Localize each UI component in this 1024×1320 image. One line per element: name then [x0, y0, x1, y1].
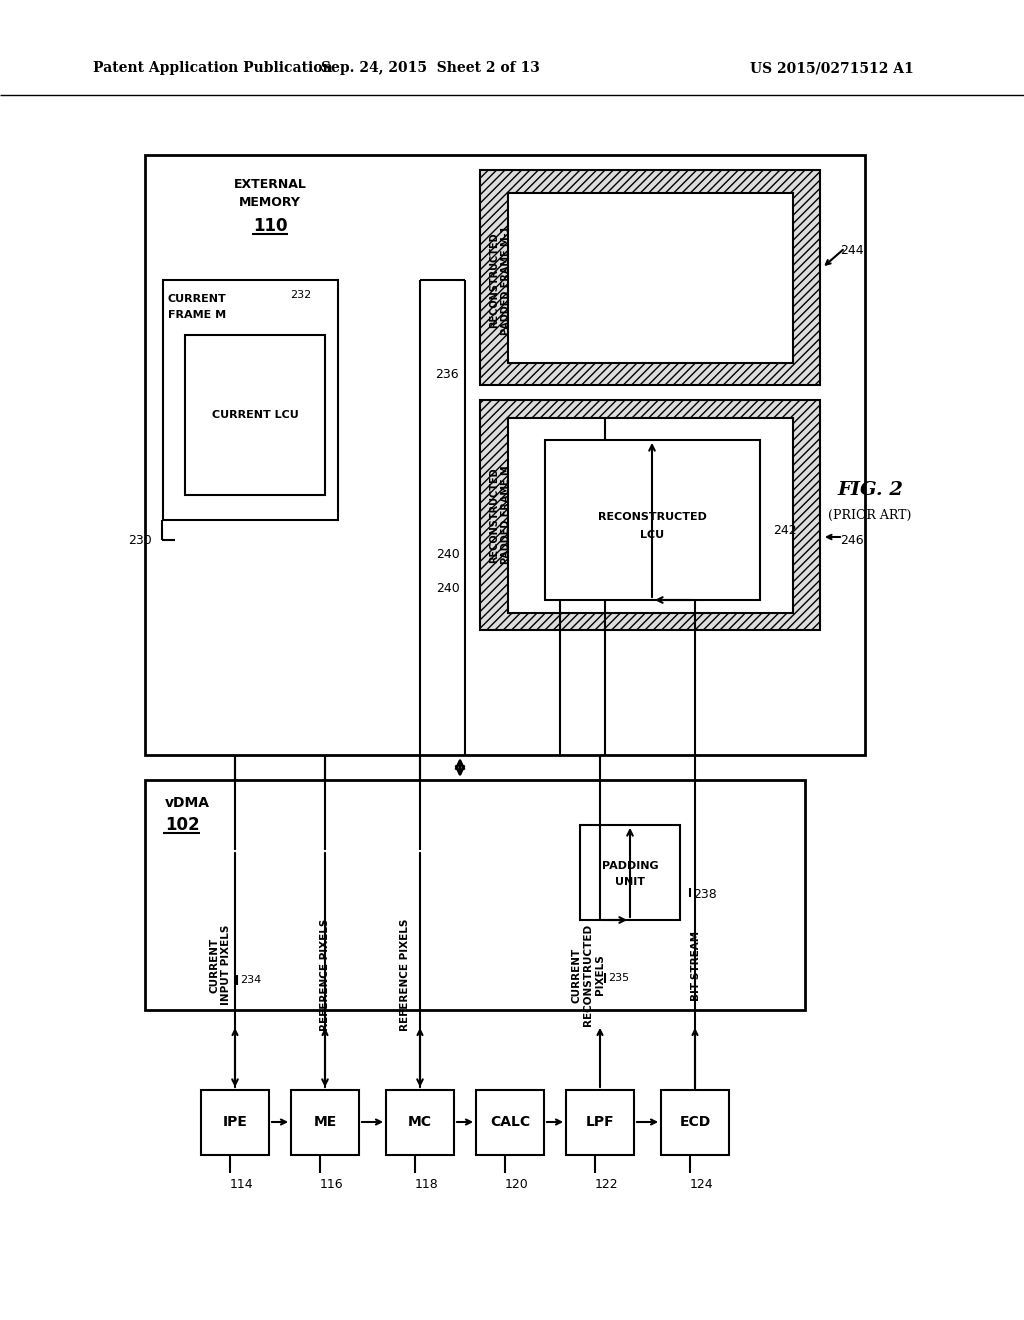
Text: 230: 230 [128, 533, 152, 546]
Text: MEMORY: MEMORY [239, 197, 301, 210]
Bar [163, 280, 338, 520]
Text: PADDING: PADDING [602, 861, 658, 871]
Text: 240: 240 [436, 549, 460, 561]
Text: RECONSTRUCTED
PADDED FRAME M: RECONSTRUCTED PADDED FRAME M [489, 466, 511, 565]
Text: 232: 232 [290, 290, 311, 300]
Text: ECD: ECD [679, 1115, 711, 1129]
Text: 236: 236 [435, 368, 459, 381]
Text: CURRENT: CURRENT [168, 294, 226, 304]
Text: 246: 246 [840, 533, 863, 546]
Text: REFERENCE PIXELS: REFERENCE PIXELS [319, 919, 330, 1031]
Text: vDMA: vDMA [165, 796, 210, 810]
Text: 122: 122 [595, 1179, 618, 1192]
Bar [480, 400, 820, 630]
Bar [476, 1090, 544, 1155]
Bar [580, 825, 680, 920]
Text: FRAME M: FRAME M [168, 310, 226, 319]
Bar [662, 1090, 729, 1155]
Bar [508, 193, 793, 363]
Text: (PRIOR ART): (PRIOR ART) [828, 508, 911, 521]
Text: CURRENT LCU: CURRENT LCU [212, 411, 298, 420]
Text: CURRENT
INPUT PIXELS: CURRENT INPUT PIXELS [209, 925, 230, 1006]
Text: REFERENCE PIXELS: REFERENCE PIXELS [400, 919, 410, 1031]
Text: US 2015/0271512 A1: US 2015/0271512 A1 [750, 61, 913, 75]
Text: LCU: LCU [640, 531, 664, 540]
Text: 240: 240 [436, 582, 460, 594]
Bar [480, 170, 820, 385]
Text: 235: 235 [608, 973, 629, 983]
Text: FIG. 2: FIG. 2 [837, 480, 903, 499]
Text: 116: 116 [319, 1179, 344, 1192]
Text: BIT-STREAM: BIT-STREAM [690, 929, 700, 1001]
Bar [145, 154, 865, 755]
Text: 120: 120 [505, 1179, 528, 1192]
Text: Sep. 24, 2015  Sheet 2 of 13: Sep. 24, 2015 Sheet 2 of 13 [321, 61, 540, 75]
Text: RECONSTRUCTED
PADDED FRAME M-1: RECONSTRUCTED PADDED FRAME M-1 [489, 226, 511, 335]
Text: CALC: CALC [489, 1115, 530, 1129]
Text: 114: 114 [230, 1179, 254, 1192]
Text: ME: ME [313, 1115, 337, 1129]
Bar [545, 440, 760, 601]
Text: UNIT: UNIT [615, 876, 645, 887]
Text: 118: 118 [415, 1179, 438, 1192]
Text: 242: 242 [773, 524, 797, 536]
Text: 238: 238 [693, 888, 717, 902]
Bar [566, 1090, 634, 1155]
Bar [508, 418, 793, 612]
Text: Patent Application Publication: Patent Application Publication [93, 61, 333, 75]
Text: 234: 234 [240, 975, 261, 985]
Text: 124: 124 [690, 1179, 714, 1192]
Text: MC: MC [408, 1115, 432, 1129]
Text: IPE: IPE [222, 1115, 248, 1129]
Text: 110: 110 [253, 216, 288, 235]
Bar [185, 335, 325, 495]
Bar [201, 1090, 269, 1155]
Text: EXTERNAL: EXTERNAL [233, 178, 306, 191]
Bar [145, 780, 805, 1010]
Bar [291, 1090, 359, 1155]
Text: 244: 244 [840, 243, 863, 256]
Bar [386, 1090, 454, 1155]
Text: RECONSTRUCTED: RECONSTRUCTED [598, 512, 707, 521]
Text: CURRENT
RECONSTRUCTED
PIXELS: CURRENT RECONSTRUCTED PIXELS [571, 924, 604, 1026]
Text: LPF: LPF [586, 1115, 614, 1129]
Text: 102: 102 [165, 816, 200, 834]
